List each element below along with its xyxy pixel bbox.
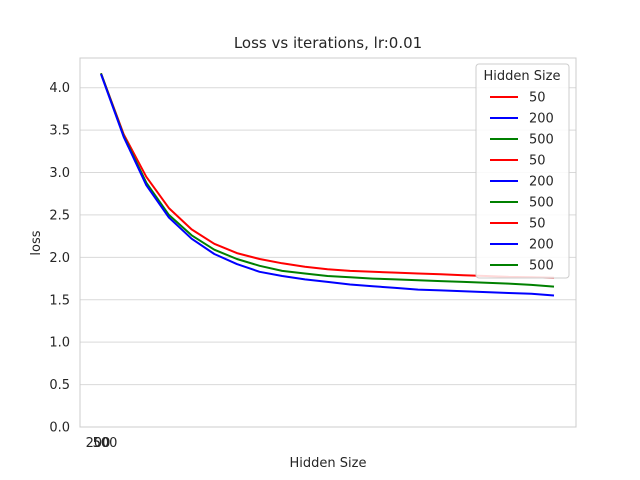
x-tick-label: 200 — [86, 436, 111, 451]
legend-label: 500 — [529, 196, 554, 211]
legend-label: 500 — [529, 133, 554, 148]
legend-label: 50 — [529, 91, 546, 106]
series-line — [100, 72, 555, 288]
legend-label: 200 — [529, 238, 554, 253]
y-tick-label: 2.0 — [49, 251, 70, 266]
y-axis-title: loss — [29, 230, 44, 255]
y-tick-label: 0.0 — [49, 421, 70, 436]
legend-label: 50 — [529, 217, 546, 232]
y-tick-label: 4.0 — [49, 81, 70, 96]
x-axis-title: Hidden Size — [290, 456, 367, 471]
plot-frame — [79, 57, 577, 428]
x-tick-label: 50 — [93, 436, 110, 451]
legend-label: 200 — [529, 175, 554, 190]
y-tick-label: 1.5 — [49, 293, 70, 308]
legend-title: Hidden Size — [484, 69, 561, 84]
legend-label: 200 — [529, 112, 554, 127]
legend: Hidden Size 50 200 500 50 200 500 50 200 500 — [475, 63, 570, 279]
chart-title: Loss vs iterations, lr:0.01 — [234, 34, 422, 52]
series-line — [100, 73, 555, 297]
legend-label: 500 — [529, 259, 554, 274]
legend-label: 50 — [529, 154, 546, 169]
y-tick-label: 1.0 — [49, 336, 70, 351]
legend-box — [475, 63, 570, 279]
legend-entries: 50 200 500 50 200 500 50 200 500 — [490, 91, 554, 274]
y-tick-label: 3.0 — [49, 166, 70, 181]
y-tick-labels: 0.0 0.5 1.0 1.5 2.0 2.5 3.0 3.5 4.0 — [49, 81, 70, 435]
y-tick-label: 3.5 — [49, 124, 70, 139]
y-tick-label: 2.5 — [49, 208, 70, 223]
y-tick-label: 0.5 — [49, 378, 70, 393]
x-tick-label: 500 — [93, 436, 118, 451]
